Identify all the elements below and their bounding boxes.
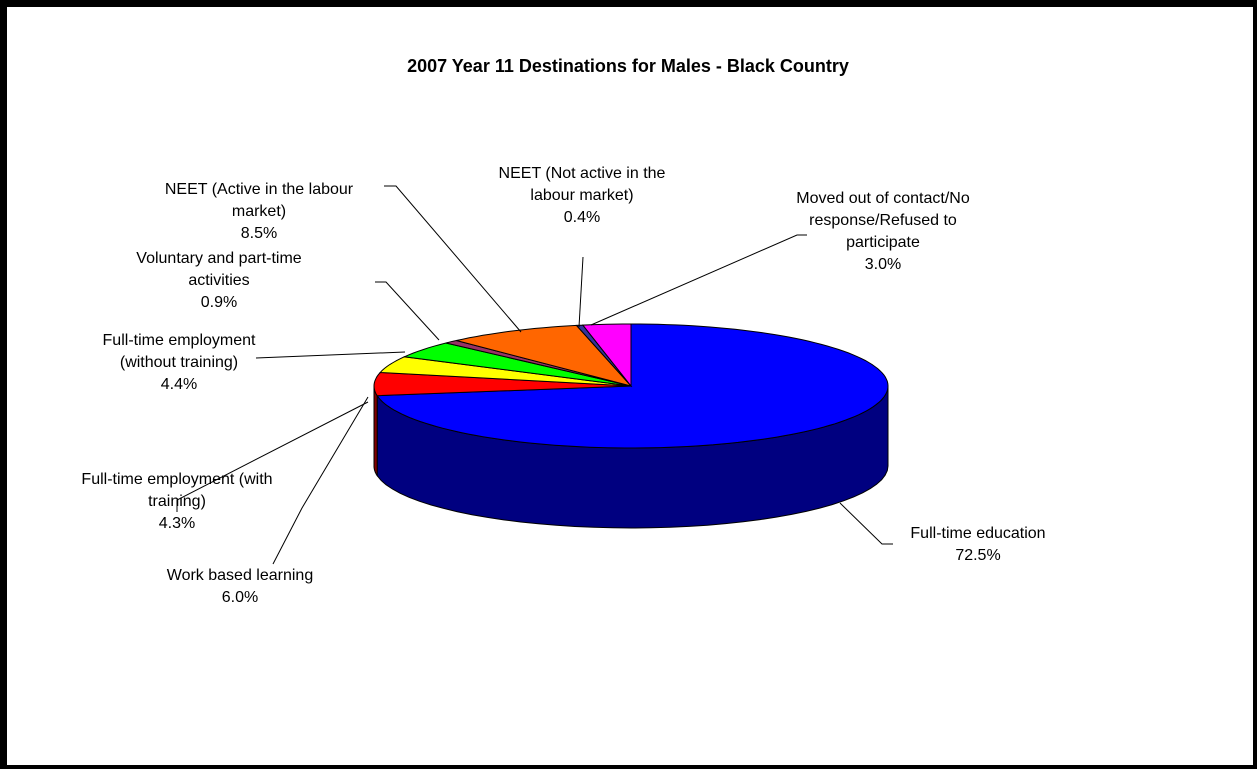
leader-line-work-based-learning xyxy=(272,396,369,565)
slice-label-moved-out-of-contact-no-response-refused-to-participate: Moved out of contact/No response/Refused … xyxy=(796,190,970,273)
leader-line-full-time-employment-with-training xyxy=(176,401,369,512)
slice-label-neet-active-in-the-labour-market: NEET (Active in the labour market) 8.5% xyxy=(165,181,354,242)
leader-line-full-time-education xyxy=(839,502,893,545)
leader-line-moved-out-of-contact-no-response-refused-to-participate xyxy=(590,234,807,326)
slice-label-full-time-employment-with-training: Full-time employment (with training) 4.3% xyxy=(81,471,272,532)
leader-lines xyxy=(176,185,893,565)
pie-slice-full-time-employment-without-training xyxy=(402,342,632,387)
leader-line-voluntary-and-part-time-activities xyxy=(375,281,440,341)
pie-slice-work-based-learning xyxy=(373,371,632,397)
pie-slice-full-time-education xyxy=(376,323,889,449)
slice-label-full-time-employment-without-training: Full-time employment (without training) 4.… xyxy=(103,332,256,393)
pie-slice-moved-out-of-contact-no-response-refused-to-participate xyxy=(581,323,632,388)
slice-labels: Full-time education 72.5% Work based learn… xyxy=(81,165,1045,606)
leader-line-neet-not-active-in-the-labour-market xyxy=(578,256,584,328)
pie-slice-neet-active-in-the-labour-market xyxy=(456,324,633,387)
pie-tops xyxy=(373,323,889,449)
pie-side-work-based-learning xyxy=(373,386,378,477)
slice-label-neet-not-active-in-the-labour-market: NEET (Not active in the labour market) 0.4… xyxy=(499,165,666,226)
leader-line-neet-active-in-the-labour-market xyxy=(384,185,522,333)
slice-label-work-based-learning: Work based learning 6.0% xyxy=(167,567,313,606)
slice-label-voluntary-and-part-time-activities: Voluntary and part-time activities 0.9% xyxy=(136,250,302,311)
chart-title: 2007 Year 11 Destinations for Males - Bl… xyxy=(407,56,849,76)
leader-line-full-time-employment-without-training xyxy=(255,351,406,359)
pie-slice-full-time-employment-with-training xyxy=(379,356,632,387)
slice-label-full-time-education: Full-time education 72.5% xyxy=(910,525,1045,564)
